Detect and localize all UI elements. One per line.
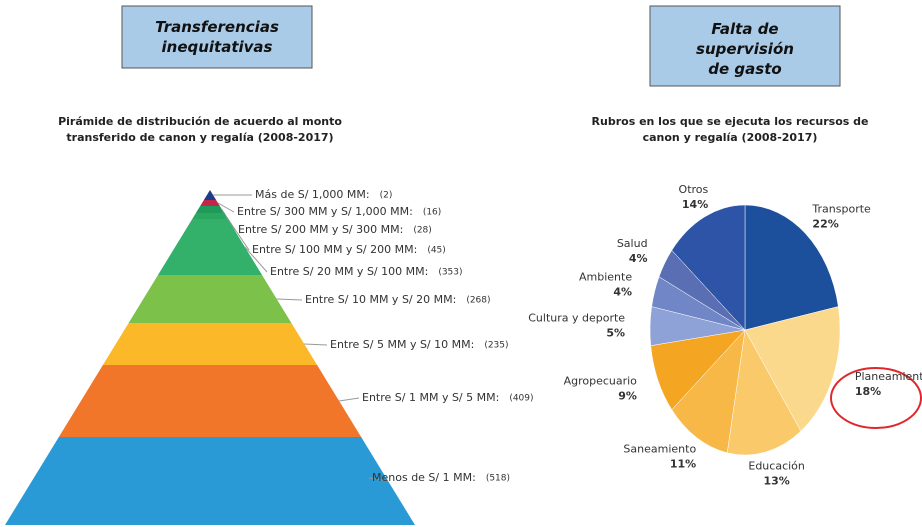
right-box: [649, 5, 841, 87]
layer-label: Entre S/ 200 MM y S/ 300 MM:: [238, 223, 403, 236]
pyramid-layer: [203, 190, 217, 200]
layer-label: Más de S/ 1,000 MM:: [255, 188, 370, 201]
layer-count: (28): [413, 226, 431, 236]
leader-line: [276, 298, 303, 301]
pie-label: Planeamiento: [855, 370, 922, 383]
layer-count: (518): [486, 474, 510, 484]
pyramid-layer: [5, 437, 415, 525]
leader-line: [304, 343, 328, 346]
pie-label: Cultura y deporte: [528, 311, 625, 324]
pie-value: 4%: [629, 252, 648, 265]
pyramid-layer: [200, 200, 220, 206]
pyramid-layer: [157, 219, 263, 275]
text: Pirámide de distribución de acuerdo al m…: [58, 115, 342, 144]
pie-label: Ambiente: [579, 271, 632, 284]
leader-line: [368, 477, 389, 482]
pie-value: 13%: [763, 474, 789, 487]
leader-line: [217, 202, 235, 213]
pie-label: Agropecuario: [564, 374, 638, 387]
leader-line: [339, 397, 360, 402]
pyramid-layer: [58, 365, 362, 437]
pie-value: 22%: [812, 218, 838, 231]
pie-value: 18%: [855, 385, 881, 398]
layer-label: Entre S/ 300 MM y S/ 1,000 MM:: [237, 205, 413, 218]
layer-count: (2): [380, 191, 393, 201]
pie-slice: [671, 329, 746, 454]
layer-count: (353): [438, 268, 462, 278]
pie-label: Otros: [679, 183, 709, 196]
layer-label: Entre S/ 1 MM y S/ 5 MM:: [362, 391, 499, 404]
layer-count: (45): [427, 246, 445, 256]
pyramid-layer: [128, 275, 292, 323]
pyramid-layer: [195, 206, 225, 213]
pie-label: Transporte: [811, 203, 871, 216]
pie-value: 4%: [613, 286, 632, 299]
layer-label: Entre S/ 10 MM y S/ 20 MM:: [305, 293, 456, 306]
leader-line: [244, 246, 268, 273]
left-box: [121, 5, 313, 69]
pie-value: 14%: [682, 198, 708, 211]
text: Transferencias inequitativas: [155, 18, 279, 56]
layer-count: (268): [466, 296, 490, 306]
leader-line: [225, 215, 250, 251]
pie-label: Educación: [748, 459, 805, 472]
pie-label: Salud: [617, 237, 648, 250]
highlight-circle: [830, 367, 922, 429]
pyramid-layer: [102, 323, 318, 365]
layer-count: (409): [509, 394, 533, 404]
pie-slice: [744, 204, 839, 331]
layer-label: Entre S/ 5 MM y S/ 10 MM:: [330, 338, 474, 351]
pyramid-layer: [192, 213, 228, 219]
pie-value: 9%: [618, 389, 637, 402]
layer-label: Entre S/ 20 MM y S/ 100 MM:: [270, 265, 428, 278]
pie-value: 11%: [670, 458, 696, 471]
pie-slice: [726, 329, 802, 456]
layer-count: (235): [484, 341, 508, 351]
text: Falta de supervisión de gasto: [696, 20, 794, 78]
layer-label: Menos de S/ 1 MM:: [372, 471, 476, 484]
pie-label: Saneamiento: [623, 443, 696, 456]
layer-label: Entre S/ 100 MM y S/ 200 MM:: [252, 243, 417, 256]
pie-slice: [671, 204, 746, 331]
pie-slice: [744, 306, 841, 432]
pie-value: 5%: [606, 326, 625, 339]
layer-count: (16): [423, 208, 441, 218]
text: Rubros en los que se ejecuta los recurso…: [592, 115, 869, 144]
